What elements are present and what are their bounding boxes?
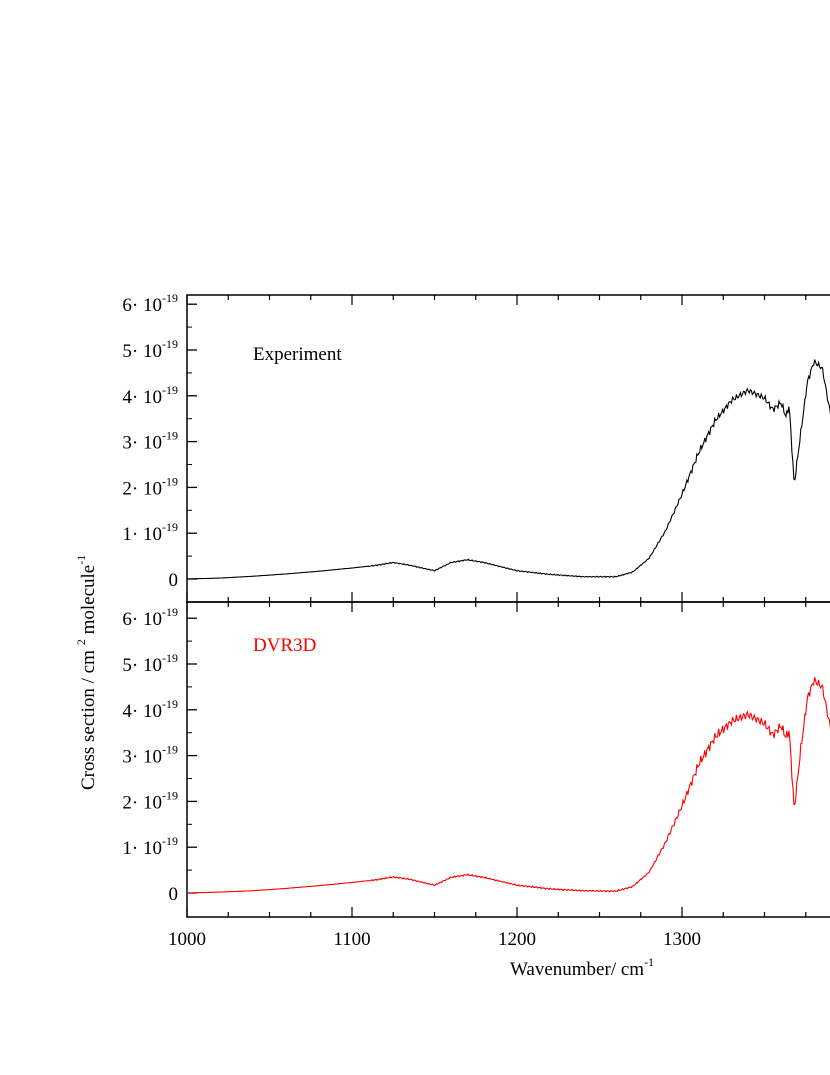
y-tick-label: 1· 10-19 xyxy=(122,520,178,545)
y-tick-label: 2· 10-19 xyxy=(122,474,178,499)
spectrum-line-1 xyxy=(187,677,830,894)
y-axis-title-text: Cross section / cm xyxy=(78,650,99,790)
x-tick-label: 1100 xyxy=(333,929,370,950)
x-axis-title: Wavenumber/ cm-1 xyxy=(510,955,654,980)
x-axis-title-sup: -1 xyxy=(644,955,654,969)
y-tick-label: 2· 10-19 xyxy=(122,788,178,813)
plot-frame xyxy=(186,294,830,603)
y-tick-label: 3· 10-19 xyxy=(122,429,178,454)
x-tick-label: 1200 xyxy=(498,929,536,950)
panel-experiment: 0 1· 10-19 2· 10-19 3· 10-19 4· 10-19 5· 10-1… xyxy=(122,291,830,603)
x-tick-label: 1000 xyxy=(168,929,206,950)
plot-frame xyxy=(186,601,830,918)
y-tick-label: 6· 10-19 xyxy=(122,605,178,630)
panel-label-dvr3d: DVR3D xyxy=(253,635,316,656)
y-tick-label: 0 xyxy=(169,570,179,591)
panel-label-experiment: Experiment xyxy=(253,344,342,365)
panel-dvr3d: 0 1· 10-19 2· 10-19 3· 10-19 4· 10-19 5· 10-1… xyxy=(122,601,830,918)
y-tick-label: 0 xyxy=(169,884,179,905)
y-tick-label: 1· 10-19 xyxy=(122,834,178,859)
y-tick-label: 5· 10-19 xyxy=(122,337,178,362)
y-axis-title-sup2: -1 xyxy=(74,555,88,565)
y-tick-label: 6· 10-19 xyxy=(122,291,178,316)
x-axis-title-text: Wavenumber/ cm xyxy=(510,959,644,980)
y-axis-title-sup1: 2 xyxy=(74,639,88,645)
x-axis: 10001100120013001 xyxy=(168,929,701,950)
y-tick-label: 4· 10-19 xyxy=(122,697,178,722)
y-tick-label: 5· 10-19 xyxy=(122,651,178,676)
y-tick-label: 3· 10-19 xyxy=(122,743,178,768)
x-tick-label: 1300 xyxy=(663,929,701,950)
spectrum-line-0 xyxy=(187,359,830,580)
y-axis-title-mid: molecule xyxy=(78,565,99,639)
y-axis-title: Cross section / cm 2 molecule-1 xyxy=(74,555,99,790)
y-tick-label: 4· 10-19 xyxy=(122,383,178,408)
